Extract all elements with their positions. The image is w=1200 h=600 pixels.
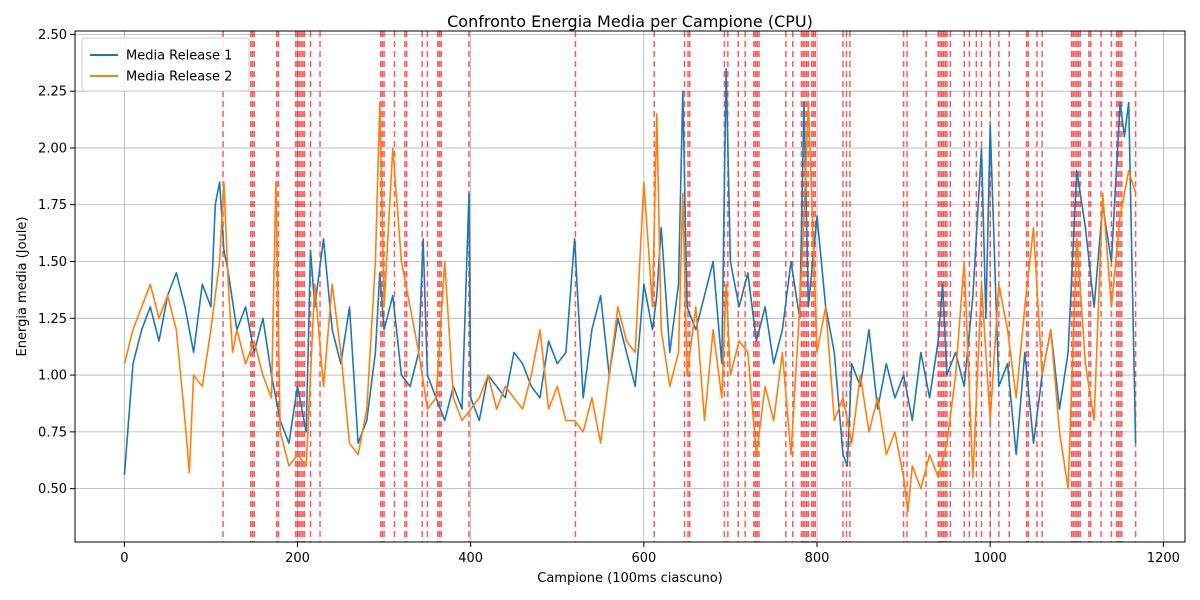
change-markers xyxy=(222,31,1137,542)
y-tick-label: 2.50 xyxy=(38,28,67,43)
y-tick-label: 0.75 xyxy=(38,425,67,440)
y-tick-label: 1.50 xyxy=(38,255,67,270)
series-line-release-2 xyxy=(123,101,1137,513)
x-tick-label: 200 xyxy=(285,551,310,566)
x-tick-label: 1000 xyxy=(974,551,1007,566)
x-axis-ticks: 0 200 400 600 800 1000 1200 xyxy=(120,542,1180,566)
series-lines xyxy=(123,67,1137,513)
y-axis-ticks: 0.50 0.75 1.00 1.25 1.50 1.75 2.00 2.25 2.50 xyxy=(38,28,75,497)
x-tick-label: 400 xyxy=(458,551,483,566)
plot-frame xyxy=(74,30,1186,543)
y-tick-label: 2.00 xyxy=(38,141,67,156)
chart-title: Confronto Energia Media per Campione (CP… xyxy=(447,12,813,31)
y-tick-label: 2.25 xyxy=(38,85,67,100)
x-axis-label: Campione (100ms ciascuno) xyxy=(537,571,723,586)
y-tick-label: 0.50 xyxy=(38,482,67,497)
y-axis-label: Energia media (Joule) xyxy=(15,217,30,357)
x-tick-label: 600 xyxy=(631,551,656,566)
y-tick-label: 1.00 xyxy=(38,369,67,384)
y-tick-label: 1.25 xyxy=(38,312,67,327)
grid xyxy=(75,31,1185,542)
x-tick-label: 0 xyxy=(120,551,128,566)
legend-box xyxy=(81,37,250,92)
legend-entry-release-1: Media Release 1 xyxy=(126,49,232,64)
plot-area xyxy=(75,31,1185,542)
y-tick-label: 1.75 xyxy=(38,198,67,213)
legend-entry-release-2: Media Release 2 xyxy=(126,70,232,85)
series-line-release-1 xyxy=(123,67,1137,476)
x-tick-label: 1200 xyxy=(1147,551,1180,566)
x-tick-label: 800 xyxy=(805,551,830,566)
legend: Media Release 1 Media Release 2 xyxy=(81,37,250,92)
